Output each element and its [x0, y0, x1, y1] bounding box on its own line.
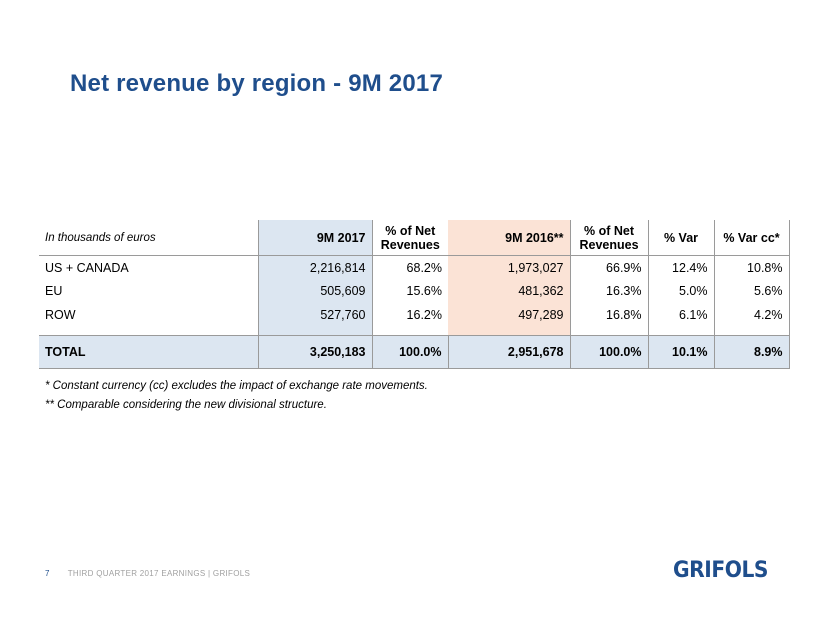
total-label: TOTAL: [39, 335, 258, 369]
slide-title: Net revenue by region - 9M 2017: [70, 70, 443, 97]
total-2016-cell: 2,951,678: [447, 335, 570, 369]
page-number: 7: [45, 569, 50, 578]
value-2017-cell: 505,609: [257, 279, 372, 303]
var-cc-cell: 10.8%: [713, 255, 790, 280]
slide-footer: 7 THIRD QUARTER 2017 EARNINGS | GRIFOLS: [45, 569, 250, 578]
total-var-cell: 10.1%: [647, 335, 714, 369]
pct-2016-cell: 16.8%: [569, 303, 648, 327]
header-pct-var: % Var: [647, 220, 714, 256]
var-cc-cell: 5.6%: [713, 279, 790, 303]
grifols-logo: GRIFOLS: [673, 558, 769, 583]
table-row: EU 505,609 15.6% 481,362 16.3% 5.0% 5.6%: [39, 279, 790, 303]
footnotes: * Constant currency (cc) excludes the im…: [45, 377, 428, 415]
region-cell: EU: [45, 284, 63, 299]
header-9m-2016: 9M 2016**: [448, 220, 570, 256]
table-total-row: TOTAL 3,250,183 100.0% 2,951,678 100.0% …: [39, 335, 790, 369]
value-2016-cell: 1,973,027: [448, 255, 570, 280]
pct-2016-cell: 16.3%: [569, 279, 648, 303]
pct-2017-cell: 16.2%: [371, 303, 448, 327]
var-cell: 12.4%: [647, 255, 714, 280]
revenue-table: In thousands of euros 9M 2017 % of Net Re…: [39, 220, 790, 369]
value-2016-cell: 481,362: [448, 279, 570, 303]
total-2017-cell: 3,250,183: [257, 335, 372, 369]
header-9m-2017: 9M 2017: [257, 220, 372, 256]
table-row: US + CANADA 2,216,814 68.2% 1,973,027 66…: [39, 255, 790, 280]
header-pct-net-revenues-2017: % of Net Revenues: [371, 220, 448, 256]
header-pct-net-revenues-2016: % of Net Revenues: [569, 220, 648, 256]
footnote-comparable: ** Comparable considering the new divisi…: [45, 399, 327, 411]
region-cell: ROW: [45, 307, 76, 322]
unit-label: In thousands of euros: [39, 220, 258, 256]
var-cell: 6.1%: [647, 303, 714, 327]
table-spacer-row: [39, 326, 790, 336]
var-cc-cell: 4.2%: [713, 303, 790, 327]
table-header-row: In thousands of euros 9M 2017 % of Net Re…: [39, 220, 790, 256]
region-cell: US + CANADA: [45, 260, 129, 275]
total-pct-2016-cell: 100.0%: [569, 335, 648, 369]
table-row: ROW 527,760 16.2% 497,289 16.8% 6.1% 4.2…: [39, 303, 790, 327]
pct-2017-cell: 68.2%: [371, 255, 448, 280]
total-var-cc-cell: 8.9%: [713, 335, 790, 369]
value-2017-cell: 2,216,814: [257, 255, 372, 280]
total-pct-2017-cell: 100.0%: [371, 335, 448, 369]
pct-2017-cell: 15.6%: [371, 279, 448, 303]
value-2016-cell: 497,289: [448, 303, 570, 327]
value-2017-cell: 527,760: [257, 303, 372, 327]
var-cell: 5.0%: [647, 279, 714, 303]
pct-2016-cell: 66.9%: [569, 255, 648, 280]
header-pct-var-cc: % Var cc*: [713, 220, 790, 256]
footer-text: THIRD QUARTER 2017 EARNINGS | GRIFOLS: [67, 569, 251, 578]
footnote-cc: * Constant currency (cc) excludes the im…: [45, 380, 428, 392]
